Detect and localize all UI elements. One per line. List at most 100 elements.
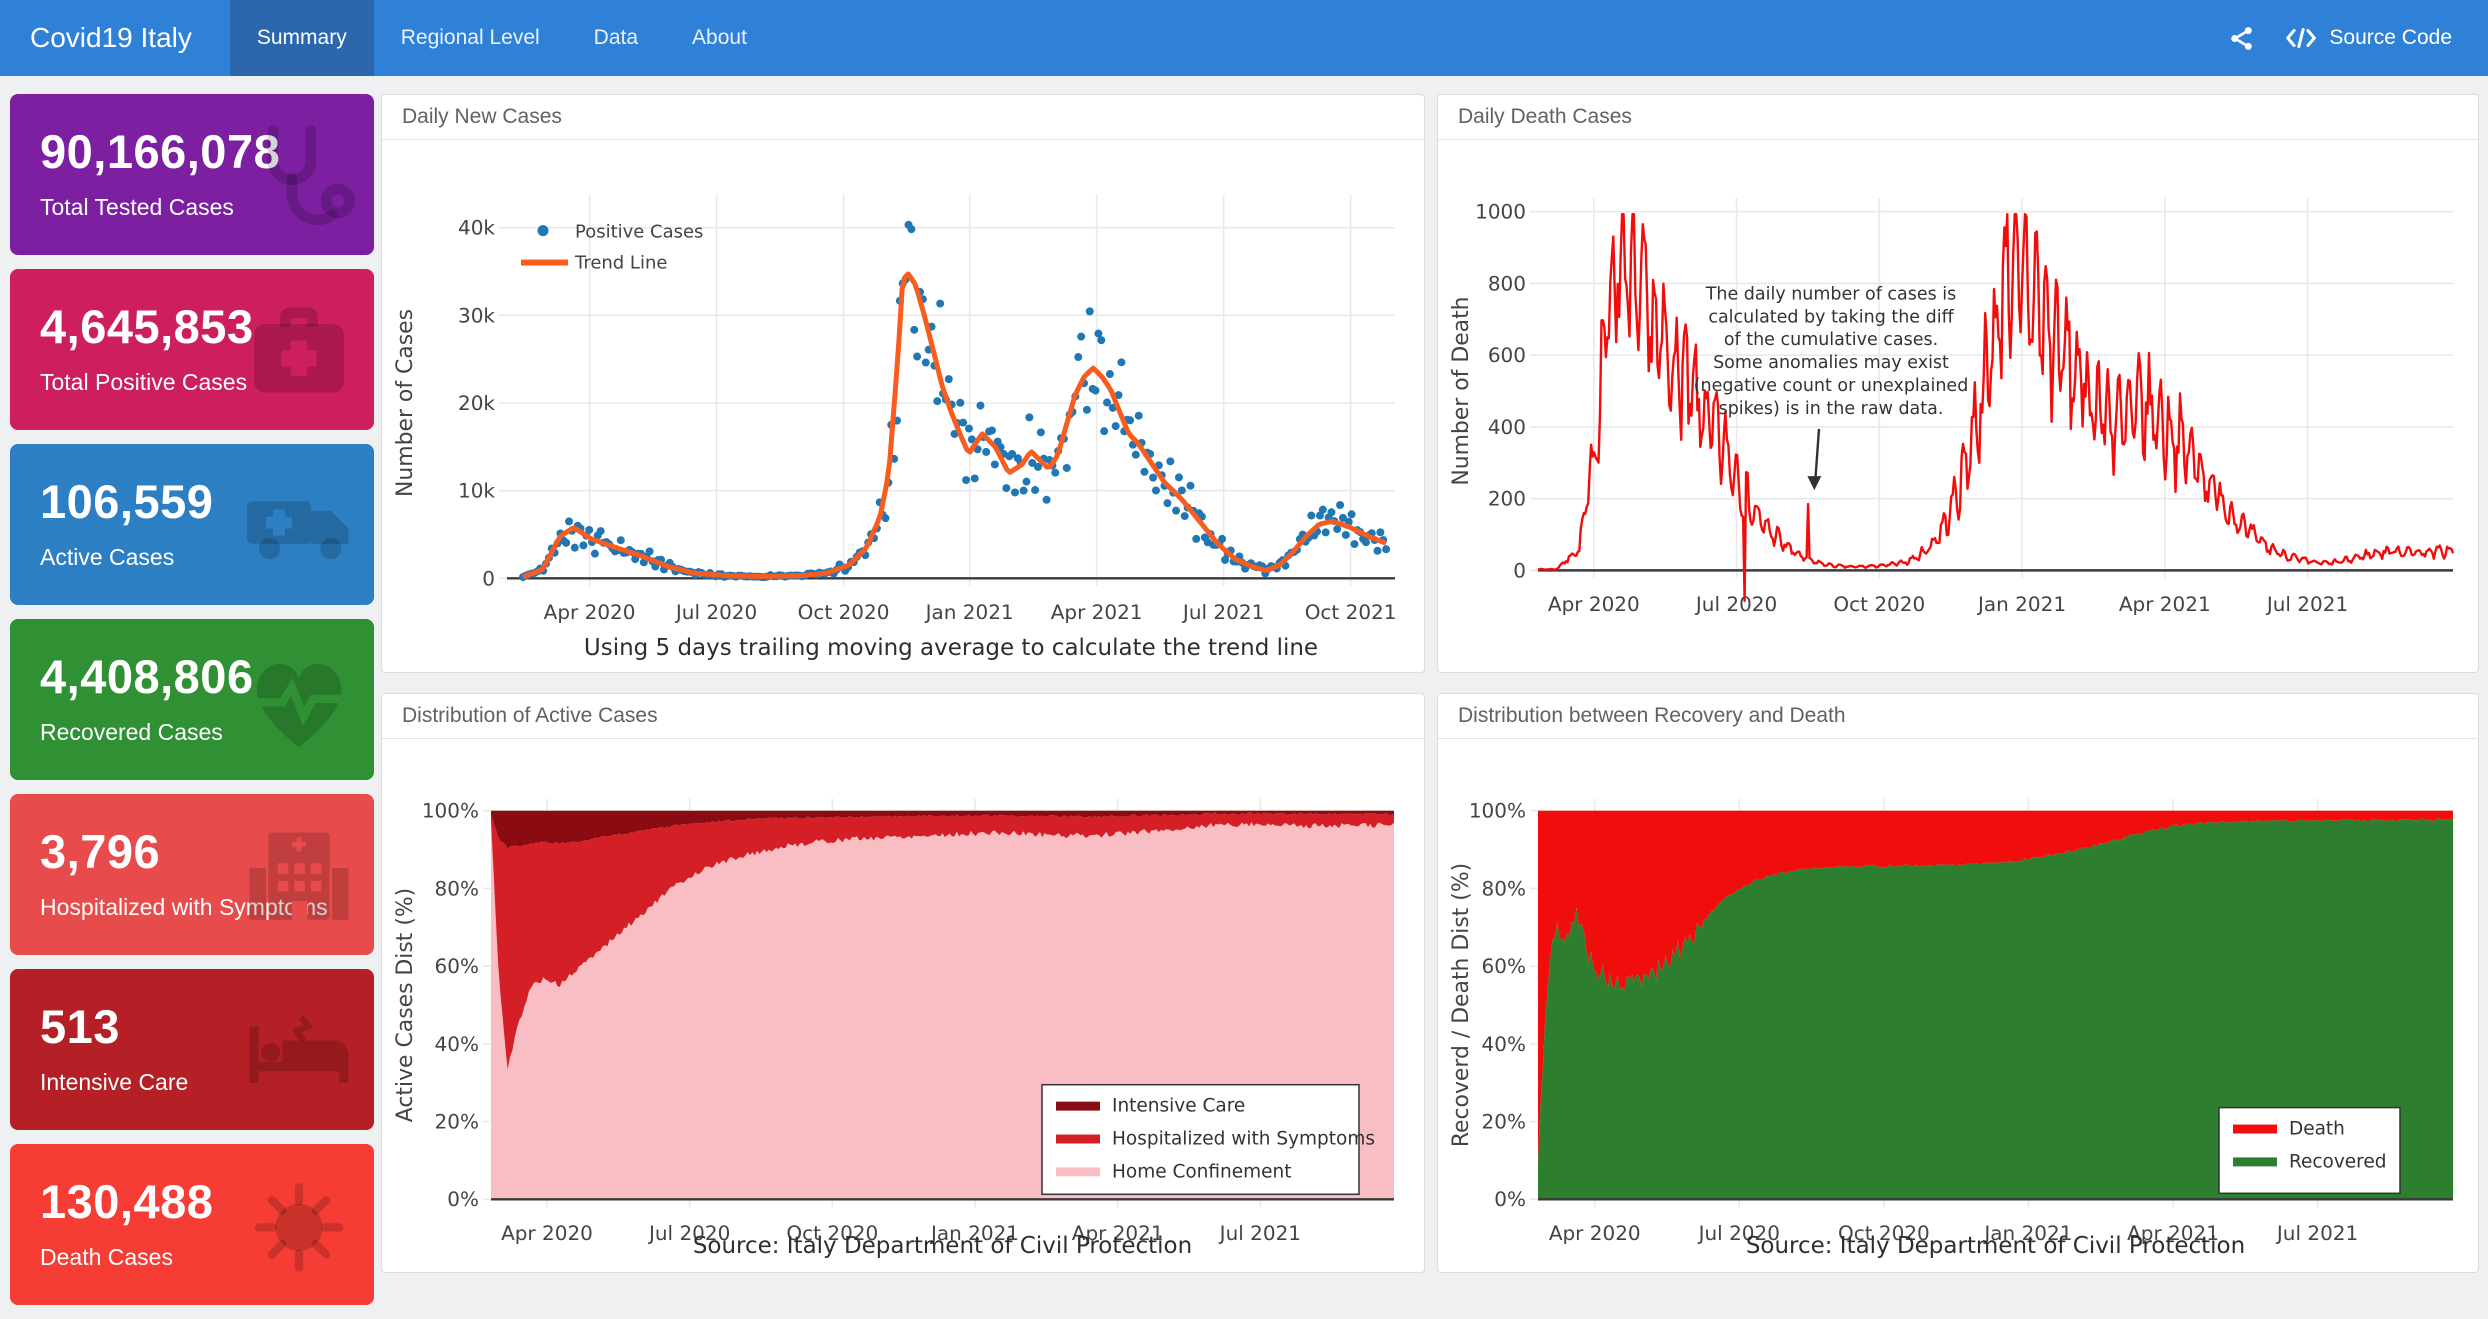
svg-text:Jan 2021: Jan 2021: [1976, 592, 2066, 616]
svg-text:Jan 2021: Jan 2021: [929, 1221, 1019, 1245]
svg-text:Oct 2020: Oct 2020: [1838, 1221, 1930, 1245]
share-icon: [2231, 26, 2253, 50]
tab-regional-level[interactable]: Regional Level: [400, 26, 540, 49]
tab-about[interactable]: About: [692, 26, 747, 49]
heartbeat-icon: [256, 663, 342, 748]
svg-text:Oct 2021: Oct 2021: [1305, 600, 1397, 624]
distribution-recovery-death-chart[interactable]: 0% 20% 40% 60% 80% 100% Apr 2020 Jul 2020 Oct 20…: [1438, 739, 2478, 1272]
svg-text:30k: 30k: [458, 303, 495, 327]
stat-value: 106,559: [40, 475, 214, 528]
stat-card-intensive-care: 513 Intensive Care: [10, 969, 374, 1130]
svg-text:calculated by taking the diff: calculated by taking the diff: [1708, 307, 1954, 327]
bed-icon: [249, 1015, 349, 1084]
svg-text:Trend Line: Trend Line: [574, 253, 667, 274]
svg-text:1000: 1000: [1475, 200, 1526, 224]
svg-text:of the cumulative cases.: of the cumulative cases.: [1724, 330, 1938, 350]
svg-text:100%: 100%: [1469, 799, 1526, 823]
stat-label: Intensive Care: [40, 1069, 189, 1095]
svg-text:Jan 2021: Jan 2021: [924, 600, 1014, 624]
code-icon: [2286, 27, 2317, 49]
panel-title: Daily New Cases: [382, 95, 1424, 140]
svg-text:The daily number of cases is: The daily number of cases is: [1705, 284, 1957, 304]
svg-text:Apr 2021: Apr 2021: [1072, 1221, 1164, 1245]
stat-card-total-positive: 4,645,853 Total Positive Cases: [10, 269, 374, 430]
medical-kit-icon: [254, 307, 344, 393]
svg-text:Oct 2020: Oct 2020: [798, 600, 890, 624]
svg-text:Using 5 days trailing moving a: Using 5 days trailing moving average to …: [584, 635, 1318, 661]
svg-text:Source: Italy Department of Ci: Source: Italy Department of Civil Protec…: [693, 1233, 1192, 1259]
ambulance-icon: [247, 501, 349, 560]
app-brand[interactable]: Covid19 Italy: [30, 22, 192, 53]
tab-summary[interactable]: Summary: [229, 0, 374, 76]
svg-text:0: 0: [482, 566, 495, 590]
svg-text:Apr 2020: Apr 2020: [1549, 1221, 1641, 1245]
svg-text:Active Cases Dist (%): Active Cases Dist (%): [393, 888, 418, 1122]
stat-label: Total Positive Cases: [40, 369, 248, 395]
share-button[interactable]: [2228, 25, 2255, 52]
panel-title: Distribution between Recovery and Death: [1438, 694, 2478, 739]
source-code-link[interactable]: Source Code: [2285, 26, 2452, 50]
stat-card-active: 106,559 Active Cases: [10, 444, 374, 605]
stat-value: 3,796: [40, 825, 161, 878]
svg-text:40%: 40%: [435, 1032, 479, 1056]
svg-text:Recovered: Recovered: [2289, 1151, 2386, 1172]
tab-data[interactable]: Data: [593, 26, 639, 49]
svg-text:40%: 40%: [1482, 1032, 1526, 1056]
svg-text:Number of Cases: Number of Cases: [393, 309, 418, 497]
svg-text:200: 200: [1488, 487, 1526, 511]
stat-label: Total Tested Cases: [40, 194, 234, 220]
source-code-label: Source Code: [2329, 26, 2452, 49]
stat-value: 4,408,806: [40, 650, 254, 703]
svg-text:400: 400: [1488, 415, 1526, 439]
svg-text:Jul 2020: Jul 2020: [1697, 1221, 1780, 1245]
stat-label: Hospitalized with Symptoms: [40, 894, 328, 920]
stat-card-recovered: 4,408,806 Recovered Cases: [10, 619, 374, 780]
svg-text:Recoverd / Death Dist (%): Recoverd / Death Dist (%): [1449, 863, 1474, 1147]
svg-text:Positive Cases: Positive Cases: [575, 222, 703, 243]
svg-text:Apr 2020: Apr 2020: [544, 600, 636, 624]
svg-text:Jul 2020: Jul 2020: [1694, 592, 1777, 616]
svg-text:Jan 2021: Jan 2021: [1982, 1221, 2072, 1245]
svg-text:Number of Death: Number of Death: [1449, 296, 1474, 485]
stat-value: 4,645,853: [40, 300, 254, 353]
stat-value: 90,166,078: [40, 125, 281, 178]
stat-value: 130,488: [40, 1175, 214, 1228]
svg-text:20%: 20%: [435, 1110, 479, 1134]
svg-text:800: 800: [1488, 271, 1526, 295]
daily-death-cases-chart[interactable]: 0 200 400 600 800 1000 Apr 2020 Jul 2020 Oct 202…: [1438, 140, 2478, 672]
svg-text:Apr 2020: Apr 2020: [1548, 592, 1640, 616]
svg-text:Oct 2020: Oct 2020: [1833, 592, 1925, 616]
svg-text:80%: 80%: [1482, 876, 1526, 900]
navbar: Covid19 Italy Summary Regional Level Dat…: [0, 0, 2488, 76]
svg-text:10k: 10k: [458, 479, 495, 503]
daily-new-cases-chart[interactable]: 0 10k 20k 30k 40k Apr 2020 Jul 2020 Oct 2020 Jan…: [382, 140, 1424, 672]
stat-card-death: 130,488 Death Cases: [10, 1144, 374, 1305]
stethoscope-icon: [267, 124, 356, 226]
svg-text:Death: Death: [2289, 1119, 2345, 1140]
stat-card-total-tested: 90,166,078 Total Tested Cases: [10, 94, 374, 255]
svg-text:80%: 80%: [435, 876, 479, 900]
svg-text:40k: 40k: [458, 216, 495, 240]
svg-text:20%: 20%: [1482, 1110, 1526, 1134]
svg-text:0: 0: [1513, 558, 1526, 582]
svg-text:Apr 2021: Apr 2021: [1051, 600, 1143, 624]
stat-label: Recovered Cases: [40, 719, 223, 745]
svg-text:Apr 2020: Apr 2020: [501, 1221, 593, 1245]
svg-text:Intensive Care: Intensive Care: [1112, 1096, 1245, 1117]
svg-text:Oct 2020: Oct 2020: [786, 1221, 878, 1245]
svg-text:Jul 2021: Jul 2021: [1181, 600, 1264, 624]
svg-text:Jul 2021: Jul 2021: [2265, 592, 2348, 616]
svg-text:600: 600: [1488, 343, 1526, 367]
panel-daily-death-cases: Daily Death Cases 0 200 400 600 800 1000 Apr 2…: [1437, 94, 2479, 673]
charts-grid: Daily New Cases 0 10k 20k 30k 40k Apr 2020 Jul…: [381, 94, 2479, 1280]
svg-text:Home Confinement: Home Confinement: [1112, 1161, 1292, 1182]
stat-value: 513: [40, 1000, 120, 1053]
hospital-icon: [249, 832, 349, 920]
stat-label: Death Cases: [40, 1244, 173, 1270]
svg-text:Jul 2021: Jul 2021: [2275, 1221, 2358, 1245]
panel-daily-new-cases: Daily New Cases 0 10k 20k 30k 40k Apr 2020 Jul…: [381, 94, 1425, 673]
svg-text:20k: 20k: [458, 391, 495, 415]
svg-text:Apr 2021: Apr 2021: [2119, 592, 2211, 616]
distribution-active-cases-chart[interactable]: 0% 20% 40% 60% 80% 100% Apr 2020 Jul 2020 Oct 20…: [382, 739, 1424, 1272]
svg-text:(negative count or unexplained: (negative count or unexplained: [1694, 376, 1969, 396]
